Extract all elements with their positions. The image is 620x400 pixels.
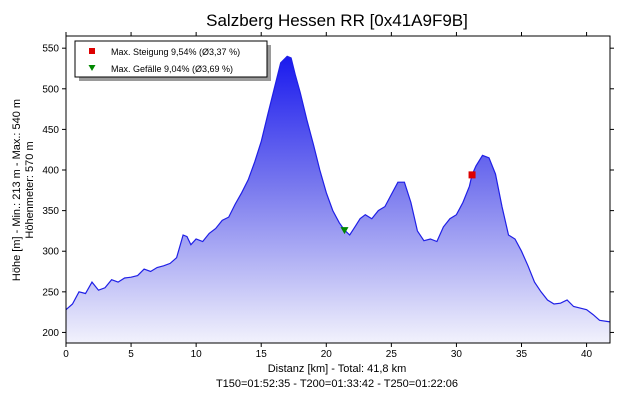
x-axis-label: Distanz [km] - Total: 41,8 km: [268, 363, 407, 375]
legend: Max. Steigung 9,54% (Ø3,37 %) Max. Gefäl…: [74, 40, 271, 81]
chart-title: Salzberg Hessen RR [0x41A9F9B]: [206, 11, 468, 30]
y-axis-label: Höhe [m] - Min.: 213 m - Max.: 540 m: [11, 99, 23, 281]
max-climb-marker: [468, 171, 476, 179]
y-axis: 200 250 300 350 400 450 500 550: [42, 44, 614, 339]
x-tick-label: 10: [191, 349, 203, 360]
x-tick-label: 25: [386, 349, 398, 360]
x-axis-label-times: T150=01:52:35 - T200=01:33:42 - T250=01:…: [216, 378, 458, 390]
y-tick-label: 400: [42, 166, 59, 177]
x-tick-label: 15: [256, 349, 268, 360]
x-tick-label: 40: [581, 349, 593, 360]
y-tick-label: 500: [42, 84, 59, 95]
y-tick-label: 450: [42, 125, 59, 136]
plot-frame: [65, 35, 611, 344]
x-tick-label: 0: [63, 349, 69, 360]
elevation-line: [65, 55, 611, 323]
legend-marker-climb: [89, 48, 95, 54]
x-tick-label: 20: [321, 349, 333, 360]
elevation-area: [66, 56, 610, 344]
x-axis: 0 5 10 15 20 25 30 35 40: [63, 32, 593, 360]
x-tick-label: 30: [451, 349, 463, 360]
y-tick-label: 300: [42, 247, 59, 258]
x-tick-label: 5: [128, 349, 134, 360]
max-descent-marker: [340, 227, 349, 235]
y-tick-label: 350: [42, 206, 59, 217]
y-tick-label: 250: [42, 287, 59, 298]
legend-box: [74, 40, 268, 78]
legend-label-descent: Max. Gefälle 9,04% (Ø3,69 %): [111, 64, 233, 74]
legend-label-climb: Max. Steigung 9,54% (Ø3,37 %): [111, 47, 240, 57]
x-tick-label: 35: [516, 349, 528, 360]
y-axis-label-climb: Höhenmeter: 570 m: [24, 141, 36, 238]
chart-markers: [340, 171, 476, 235]
y-tick-label: 200: [42, 328, 59, 339]
legend-marker-descent: [88, 65, 96, 71]
y-tick-label: 550: [42, 44, 59, 55]
